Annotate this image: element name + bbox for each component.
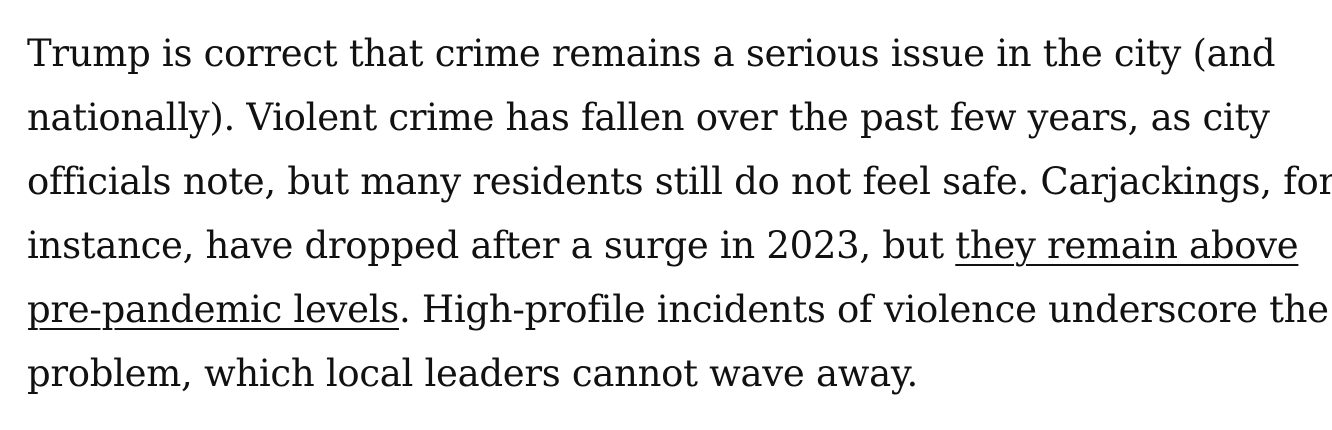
paragraph-line-4-text: instance, have dropped after a surge in … (27, 224, 956, 267)
paragraph-line-3: officials note, but many residents still… (27, 160, 1332, 203)
paragraph-line-6: problem, which local leaders cannot wave… (27, 352, 918, 395)
carjacking-levels-link-part-2[interactable]: pre-pandemic levels (27, 288, 399, 331)
paragraph-line-5-text: . High-profile incidents of violence und… (398, 288, 1329, 331)
paragraph-line-1: Trump is correct that crime remains a se… (27, 32, 1276, 75)
paragraph-line-2: nationally). Violent crime has fallen ov… (27, 96, 1270, 139)
article-paragraph: Trump is correct that crime remains a se… (27, 22, 1332, 406)
paragraph-line-5: pre-pandemic levels. High-profile incide… (27, 278, 1329, 342)
carjacking-levels-link-part-1[interactable]: they remain above (955, 224, 1299, 267)
paragraph-line-4: instance, have dropped after a surge in … (27, 214, 1317, 278)
